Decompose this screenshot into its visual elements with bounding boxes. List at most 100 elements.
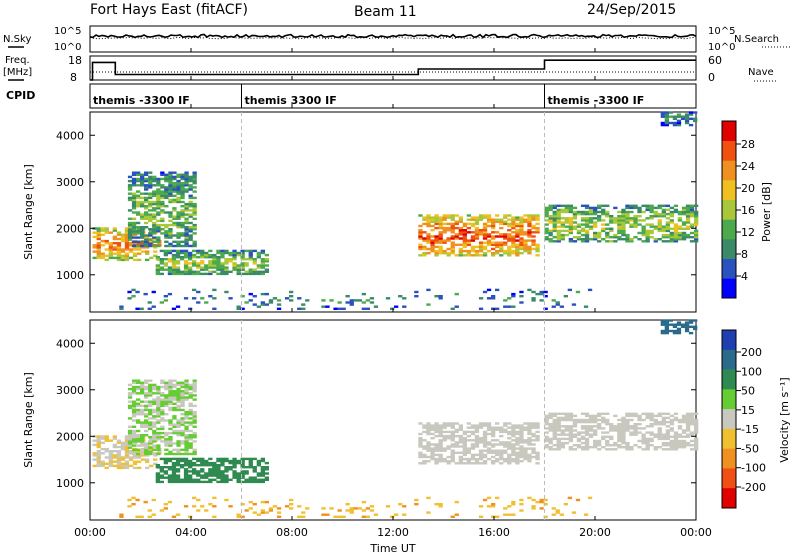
power-cell (684, 117, 690, 120)
power-cell (629, 238, 634, 241)
velocity-cell (157, 450, 162, 453)
velocity-cell (127, 404, 133, 408)
velocity-cell (345, 503, 350, 506)
velocity-cell (144, 446, 149, 449)
power-cell (104, 242, 109, 245)
velocity-cell (519, 434, 524, 438)
velocity-cell (108, 458, 113, 461)
velocity-cell (152, 452, 157, 456)
power-cell (137, 248, 142, 251)
power-cell (172, 244, 177, 248)
velocity-cell (137, 450, 142, 453)
power-cell (152, 240, 157, 243)
velocity-cell (252, 480, 257, 484)
velocity-cell (672, 323, 678, 326)
velocity-cell (470, 430, 476, 434)
velocity-cell (519, 503, 524, 506)
velocity-cell (120, 456, 126, 459)
velocity-cell (531, 422, 536, 425)
power-cell (491, 307, 496, 310)
velocity-cell (685, 435, 691, 438)
velocity-cell (519, 441, 524, 444)
nsearch-label: N.Search (734, 34, 779, 45)
power-cell (188, 238, 193, 241)
power-cell (588, 212, 594, 216)
velocity-cell (664, 323, 669, 326)
velocity-cell (212, 474, 217, 477)
power-cell (430, 241, 435, 244)
velocity-cell (653, 433, 658, 436)
velocity-cell (204, 480, 209, 484)
velocity-cell (180, 394, 185, 397)
power-cell (657, 221, 662, 224)
power-cell (474, 235, 480, 238)
power-cell (499, 235, 504, 238)
power-cell (184, 234, 189, 237)
power-cell (349, 301, 354, 304)
velocity-cell (171, 472, 177, 475)
velocity-cell (515, 451, 520, 454)
power-cell (156, 207, 161, 210)
velocity-cell (676, 327, 682, 331)
velocity-cell (167, 474, 173, 477)
velocity-cell (535, 437, 540, 440)
power-cell (669, 219, 674, 222)
power-cell (418, 224, 423, 228)
velocity-cell (556, 446, 561, 449)
power-cell (321, 305, 326, 308)
power-cell (188, 230, 193, 233)
power-cell (164, 226, 169, 229)
velocity-cell (160, 385, 165, 389)
power-cell (584, 219, 590, 222)
power-cell (124, 235, 130, 239)
velocity-cell (673, 416, 679, 420)
velocity-cell (127, 425, 133, 428)
velocity-colorbar-cell (722, 369, 736, 390)
velocity-cell (156, 448, 161, 451)
power-cell (136, 202, 141, 206)
velocity-cell (183, 472, 189, 475)
velocity-cell (176, 444, 181, 447)
power-cell (192, 179, 197, 183)
power-cell (438, 249, 443, 253)
power-cell (531, 299, 536, 302)
velocity-cell (232, 457, 237, 461)
velocity-cell (116, 462, 122, 465)
power-cell (200, 262, 205, 265)
velocity-cell (576, 437, 582, 441)
velocity-cell (171, 478, 177, 481)
power-cell (163, 268, 168, 271)
velocity-cell (673, 435, 679, 438)
power-cell (601, 223, 606, 226)
power-cell (641, 204, 646, 207)
velocity-cell (244, 470, 249, 473)
power-cell (183, 253, 189, 257)
velocity-cell (629, 433, 634, 436)
power-cell (131, 177, 137, 181)
velocity-cell (434, 457, 439, 461)
power-cell (621, 223, 626, 226)
velocity-cell (240, 472, 245, 475)
power-cell (503, 305, 508, 308)
velocity-cell (527, 455, 532, 459)
velocity-cell (192, 457, 197, 461)
power-cell (665, 217, 670, 220)
power-cell (180, 177, 185, 181)
power-cell (224, 249, 229, 253)
velocity-cell (132, 462, 138, 465)
velocity-cell (664, 329, 669, 333)
velocity-cell (176, 400, 181, 403)
velocity-cell (458, 445, 463, 448)
velocity-cell (601, 420, 606, 424)
power-cell (684, 119, 690, 123)
velocity-cell (454, 434, 459, 438)
velocity-cell (124, 447, 130, 451)
power-cell (236, 270, 241, 273)
power-cell (148, 194, 153, 197)
velocity-cell (152, 385, 157, 389)
cpid-segments: themis -3300 IF themis 3300 IF themis -330… (93, 84, 644, 108)
power-cell (180, 213, 185, 216)
power-cell (159, 258, 164, 261)
velocity-cell (499, 430, 504, 434)
